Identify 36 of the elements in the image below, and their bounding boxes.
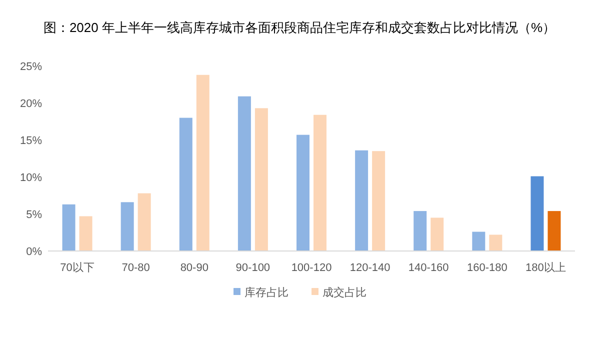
bar <box>372 151 386 251</box>
y-tick-label: 20% <box>20 98 42 110</box>
chart-title: 图：2020 年上半年一线高库存城市各面积段商品住宅库存和成交套数占比对比情况（%） <box>43 20 556 35</box>
x-tick-label: 160-180 <box>466 262 508 274</box>
x-tick-label: 70以下 <box>60 261 94 274</box>
x-tick-label: 120-140 <box>350 262 390 274</box>
bar <box>355 150 368 251</box>
x-tick-label: 180以上 <box>526 261 566 274</box>
bar <box>238 96 251 251</box>
bar <box>120 202 134 251</box>
y-tick-label: 0% <box>26 246 42 258</box>
bar <box>62 204 76 251</box>
x-tick-label: 140-160 <box>408 262 449 274</box>
x-tick-label: 90-100 <box>236 262 270 274</box>
bar <box>530 176 544 251</box>
y-tick-label: 15% <box>20 135 42 147</box>
y-tick-label: 10% <box>20 172 42 184</box>
x-tick-label: 70-80 <box>122 262 150 274</box>
y-tick-label: 25% <box>20 61 42 73</box>
bar <box>138 193 151 251</box>
bar <box>296 134 310 251</box>
bar <box>430 218 444 251</box>
x-tick-label: 80-90 <box>180 262 208 274</box>
bar <box>472 232 486 251</box>
bar <box>489 234 502 251</box>
y-tick-label: 5% <box>26 209 42 221</box>
legend-label: 成交占比 <box>322 286 366 299</box>
legend-label: 库存占比 <box>244 286 288 299</box>
bar <box>179 118 192 251</box>
bar <box>414 211 427 251</box>
bar <box>314 114 326 251</box>
bar <box>196 74 210 251</box>
bar <box>254 108 268 251</box>
x-tick-label: 100-120 <box>291 262 332 274</box>
bar <box>79 216 92 251</box>
bar <box>548 211 561 251</box>
